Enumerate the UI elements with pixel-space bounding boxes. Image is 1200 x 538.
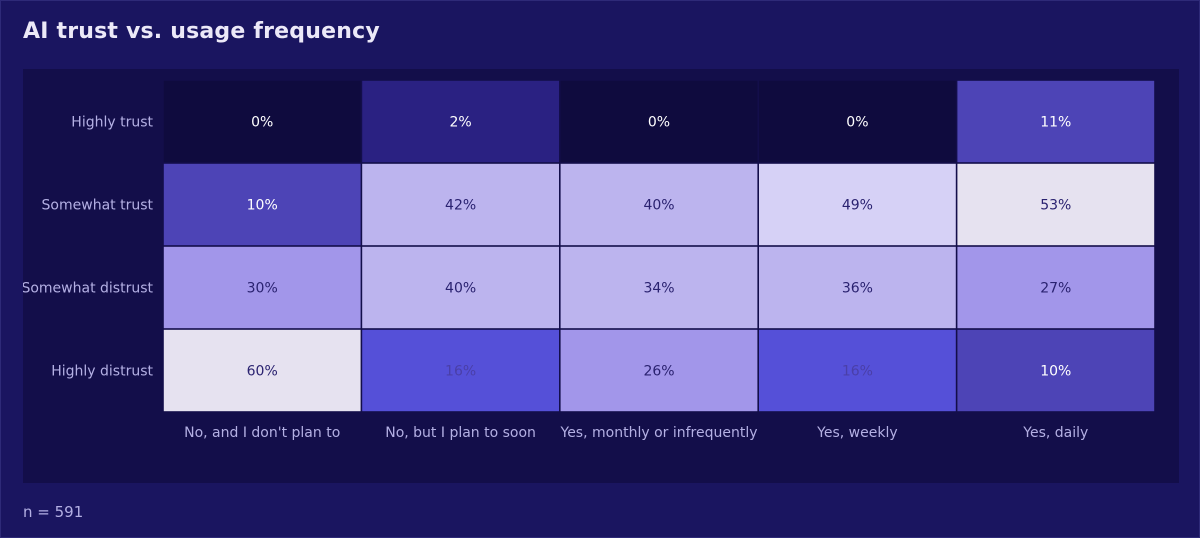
cell-label-3-0: 60% [247, 364, 278, 380]
heatmap-cell-1-2 [560, 163, 758, 246]
cell-label-2-0: 30% [247, 281, 278, 297]
row-label-1: Somewhat trust [42, 198, 154, 214]
cell-label-2-2: 34% [643, 281, 674, 297]
cell-label-2-4: 27% [1040, 281, 1071, 297]
row-label-2: Somewhat distrust [23, 281, 153, 297]
heatmap-panel: Highly trust 0% 2% 0% 0% 11% Somewhat trust 10%… [23, 69, 1179, 483]
heatmap-cell-3-1 [362, 329, 559, 412]
cell-label-0-3: 0% [846, 115, 868, 131]
heatmap-cell-2-1 [362, 246, 559, 329]
cell-label-3-2: 26% [643, 364, 674, 380]
column-label-4: Yes, daily [1022, 425, 1088, 441]
cell-label-1-0: 10% [247, 198, 278, 214]
column-label-0: No, and I don't plan to [184, 425, 340, 441]
heatmap-cell-3-3 [759, 329, 956, 412]
heatmap-cell-1-4 [957, 163, 1155, 246]
column-label-3: Yes, weekly [816, 425, 897, 441]
heatmap-cell-3-4 [957, 329, 1155, 412]
cell-label-2-3: 36% [842, 281, 873, 297]
column-label-2: Yes, monthly or infrequently [560, 425, 758, 441]
row-label-0: Highly trust [71, 115, 153, 131]
cell-label-0-0: 0% [251, 115, 273, 131]
cell-label-1-1: 42% [445, 198, 476, 214]
heatmap-cell-2-3 [759, 246, 956, 329]
heatmap-cell-1-3 [759, 163, 956, 246]
cell-label-0-2: 0% [648, 115, 670, 131]
heatmap-cell-0-1 [362, 80, 559, 163]
heatmap-cell-0-4 [957, 80, 1155, 163]
heatmap-cell-1-0 [163, 163, 361, 246]
chart-title: AI trust vs. usage frequency [23, 19, 380, 44]
cell-label-2-1: 40% [445, 281, 476, 297]
cell-label-3-3: 16% [842, 364, 873, 380]
cell-label-1-4: 53% [1040, 198, 1071, 214]
column-label-1: No, but I plan to soon [385, 425, 536, 441]
cell-label-1-2: 40% [643, 198, 674, 214]
cell-label-3-4: 10% [1040, 364, 1071, 380]
heatmap-cell-0-2 [560, 80, 758, 163]
sample-size-footnote: n = 591 [23, 503, 84, 521]
row-label-3: Highly distrust [51, 364, 153, 380]
heatmap-cell-3-0 [163, 329, 361, 412]
heatmap-cell-2-2 [560, 246, 758, 329]
cell-label-0-1: 2% [449, 115, 471, 131]
heatmap-svg: Highly trust 0% 2% 0% 0% 11% Somewhat trust 10%… [23, 80, 1155, 441]
heatmap-cell-1-1 [362, 163, 559, 246]
heatmap-cell-2-0 [163, 246, 361, 329]
cell-label-3-1: 16% [445, 364, 476, 380]
heatmap-cell-0-3 [759, 80, 956, 163]
heatmap-cell-2-4 [957, 246, 1155, 329]
heatmap-cell-0-0 [163, 80, 361, 163]
cell-label-0-4: 11% [1040, 115, 1071, 131]
cell-label-1-3: 49% [842, 198, 873, 214]
heatmap-cell-3-2 [560, 329, 758, 412]
